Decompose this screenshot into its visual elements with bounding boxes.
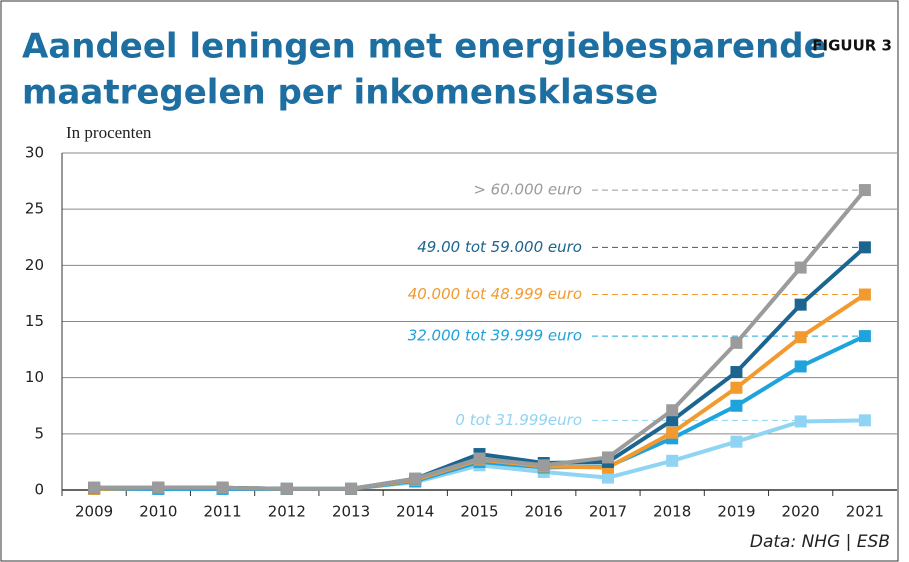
y-tick-label: 0 — [34, 481, 44, 499]
marker — [666, 404, 679, 417]
marker — [730, 399, 743, 412]
marker — [537, 459, 550, 472]
marker — [345, 482, 358, 495]
marker — [794, 261, 807, 274]
marker — [666, 414, 679, 427]
marker — [666, 426, 679, 439]
marker — [666, 454, 679, 467]
x-tick-label: 2015 — [460, 503, 498, 521]
marker — [730, 435, 743, 448]
marker — [858, 184, 871, 197]
y-tick-label: 25 — [25, 200, 44, 218]
x-tick-label: 2020 — [782, 503, 820, 521]
y-tick-label: 5 — [34, 424, 44, 442]
y-tick-label: 30 — [25, 144, 44, 162]
marker — [858, 241, 871, 254]
marker — [473, 452, 486, 465]
marker — [858, 330, 871, 343]
y-tick-label: 20 — [25, 256, 44, 274]
marker — [216, 481, 229, 494]
x-tick-label: 2010 — [139, 503, 177, 521]
x-tick-label: 2017 — [589, 503, 627, 521]
marker — [280, 482, 293, 495]
figure-label: FIGUUR 3 — [812, 37, 892, 55]
x-tick-label: 2013 — [332, 503, 370, 521]
marker — [794, 298, 807, 311]
marker — [794, 415, 807, 428]
marker — [409, 472, 422, 485]
x-tick-label: 2018 — [653, 503, 691, 521]
marker — [730, 336, 743, 349]
series-label: 49.00 tot 59.000 euro — [417, 238, 582, 256]
x-tick-label: 2021 — [846, 503, 884, 521]
chart-title: Aandeel leningen met energiebesparende — [22, 27, 827, 67]
x-tick-label: 2011 — [203, 503, 241, 521]
series-label: 40.000 tot 48.999 euro — [408, 285, 582, 303]
marker — [152, 481, 165, 494]
chart-title: maatregelen per inkomensklasse — [22, 73, 658, 113]
series-label: > 60.000 euro — [473, 181, 582, 199]
y-tick-label: 10 — [25, 368, 44, 386]
marker — [601, 471, 614, 484]
marker — [794, 360, 807, 373]
series-label: 32.000 tot 39.999 euro — [408, 327, 582, 345]
x-tick-label: 2016 — [525, 503, 563, 521]
series-label: 0 tot 31.999euro — [455, 411, 582, 429]
marker — [601, 451, 614, 464]
source: Data: NHG | ESB — [750, 532, 890, 552]
x-tick-label: 2012 — [268, 503, 306, 521]
marker — [858, 288, 871, 301]
x-tick-label: 2009 — [75, 503, 113, 521]
y-axis-label: In procenten — [66, 123, 152, 142]
x-tick-label: 2019 — [717, 503, 755, 521]
marker — [730, 366, 743, 379]
marker — [858, 414, 871, 427]
y-tick-label: 15 — [25, 312, 44, 330]
marker — [730, 381, 743, 394]
marker — [88, 481, 101, 494]
x-tick-label: 2014 — [396, 503, 434, 521]
marker — [794, 331, 807, 344]
